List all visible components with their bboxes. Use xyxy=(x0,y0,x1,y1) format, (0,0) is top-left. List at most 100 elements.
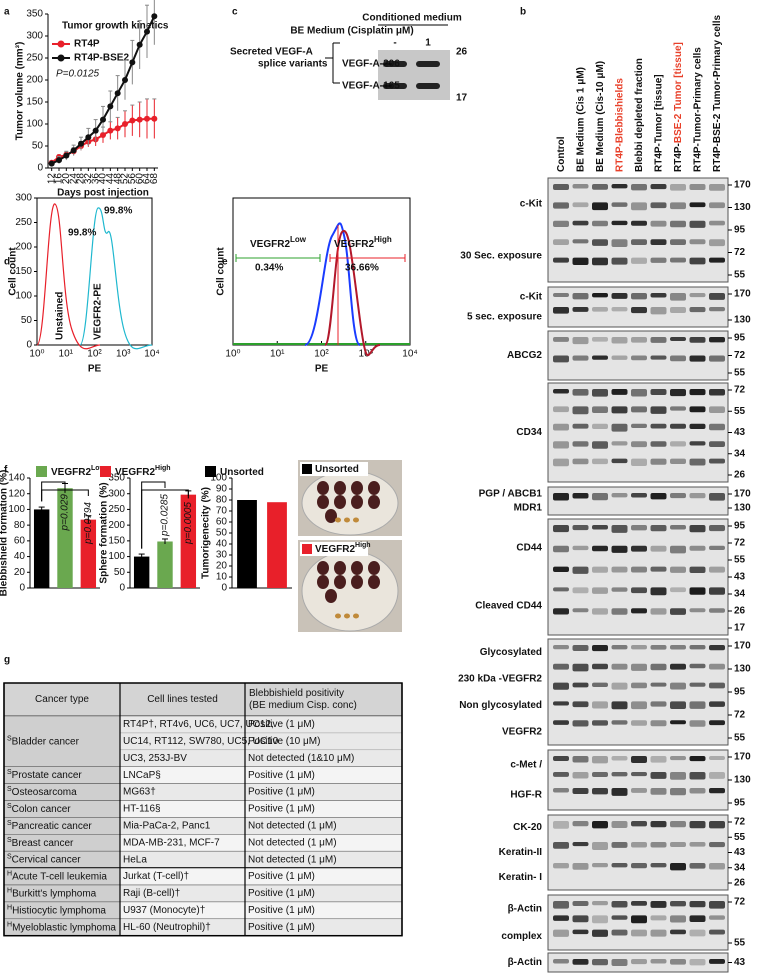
annotation: P=0.0125 xyxy=(56,69,100,80)
band xyxy=(670,307,686,313)
histogram-red xyxy=(324,229,381,357)
band xyxy=(650,389,667,395)
band xyxy=(572,772,589,779)
y-tick-label: 150 xyxy=(26,97,43,108)
band xyxy=(709,608,725,613)
band xyxy=(631,608,647,614)
c-lane: 1 xyxy=(425,38,431,49)
band xyxy=(631,202,647,211)
band xyxy=(650,842,667,848)
band xyxy=(631,337,647,343)
band xyxy=(592,389,608,397)
band xyxy=(709,863,725,870)
band xyxy=(572,441,589,447)
band xyxy=(572,587,589,594)
cancer-type: SProstate cancer xyxy=(7,769,82,781)
mw-label: 130 xyxy=(734,202,751,213)
y-axis-label: Cell count xyxy=(8,247,19,296)
band xyxy=(572,608,589,613)
point xyxy=(100,132,106,138)
band xyxy=(709,239,725,247)
band xyxy=(592,959,608,966)
tumor xyxy=(334,481,346,495)
band xyxy=(689,493,706,499)
y-tick-label: 20 xyxy=(14,567,26,578)
band xyxy=(709,756,725,761)
band xyxy=(689,239,706,245)
point xyxy=(114,125,121,132)
band xyxy=(611,493,628,498)
mw-label: 43 xyxy=(734,572,746,583)
photo-label: Unsorted xyxy=(315,464,359,475)
band xyxy=(631,645,647,650)
x-tick-label: 24 xyxy=(68,173,79,185)
y-tick-label: 300 xyxy=(15,193,32,204)
band xyxy=(631,929,647,937)
band xyxy=(416,61,440,67)
band xyxy=(670,355,686,362)
band xyxy=(631,545,647,552)
table-header: Blebbishield positivity xyxy=(249,688,344,699)
band xyxy=(689,525,706,533)
dish xyxy=(301,550,399,632)
bar xyxy=(33,509,50,588)
x-tick-label: 28 xyxy=(76,173,87,185)
band xyxy=(650,545,667,552)
y-tick-label: 40 xyxy=(216,539,228,550)
band xyxy=(631,772,647,777)
type-name: Colon cancer xyxy=(12,804,72,815)
blot-label: CD34 xyxy=(516,427,542,438)
band xyxy=(670,293,686,301)
band xyxy=(689,915,706,922)
type-sup: S xyxy=(7,837,12,844)
band xyxy=(592,772,608,778)
band xyxy=(650,772,667,779)
lane-label-part: RT4P-BSE-2 Tumor-Primary cells xyxy=(712,14,723,172)
band xyxy=(689,788,706,794)
y-tick-label: 50 xyxy=(114,567,126,578)
blot-label: 30 Sec. exposure xyxy=(460,251,542,262)
x-tick-label: 32 xyxy=(83,173,94,185)
band xyxy=(572,423,589,429)
label-sup: Low xyxy=(290,235,307,244)
y-tick-label: 100 xyxy=(15,291,32,302)
type-sup: H xyxy=(7,904,12,911)
point xyxy=(63,152,70,159)
mw-label: 130 xyxy=(734,664,751,675)
lane-label-part: Blebbi depleted fraction xyxy=(634,58,645,172)
legend-label: VEGFR2High xyxy=(115,465,171,478)
cell-lines: HeLa xyxy=(123,854,147,865)
band xyxy=(553,788,569,793)
band xyxy=(631,184,647,191)
band xyxy=(611,355,628,360)
band xyxy=(670,423,686,429)
label-sup: Low xyxy=(91,465,106,472)
cell-lines: U937 (Monocyte)† xyxy=(123,905,205,916)
band xyxy=(416,83,440,89)
panel-label: c xyxy=(232,7,238,18)
bar xyxy=(180,494,197,588)
band xyxy=(689,545,706,551)
band xyxy=(709,545,725,551)
table-header: Cancer type xyxy=(35,694,89,705)
y-tick-label: 100 xyxy=(8,504,25,515)
band xyxy=(670,184,686,191)
band xyxy=(650,293,667,298)
mw-label: 95 xyxy=(734,521,746,532)
x-tick-label: 44 xyxy=(105,173,116,185)
band xyxy=(592,663,608,670)
panel-label: g xyxy=(4,655,10,666)
band xyxy=(592,566,608,573)
band xyxy=(650,202,667,209)
band xyxy=(572,720,589,727)
x-tick-label: 10¹ xyxy=(59,349,74,360)
band xyxy=(631,441,647,448)
band xyxy=(709,842,725,848)
result: Positive (1 μM) xyxy=(248,804,315,815)
band xyxy=(592,220,608,227)
cancer-type: SColon cancer xyxy=(7,803,71,815)
y-tick-label: 60 xyxy=(14,535,26,546)
result: Not detected (1&10 μM) xyxy=(248,753,354,764)
y-axis-label: Sphere formation (%) xyxy=(99,482,110,583)
band xyxy=(592,929,608,937)
